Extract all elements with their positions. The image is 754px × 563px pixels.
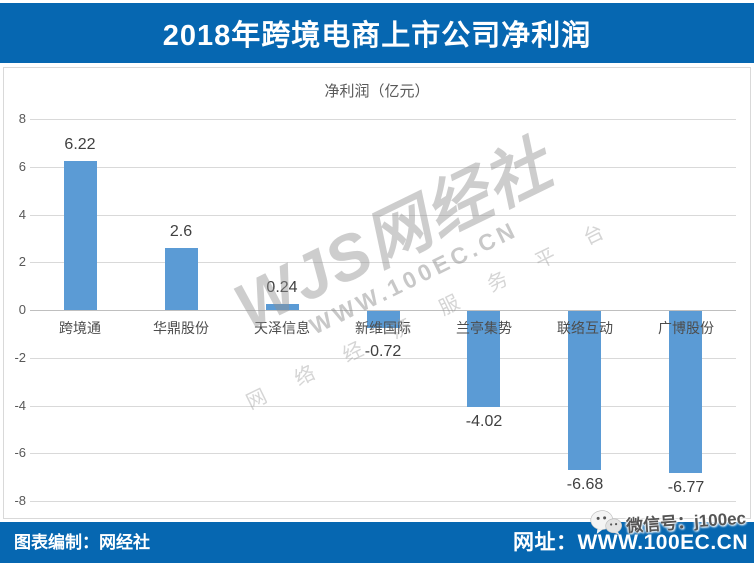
value-label-天泽信息: 0.24 bbox=[266, 279, 298, 296]
title-bar: 2018年跨境电商上市公司净利润 bbox=[0, 3, 754, 63]
category-label-新维国际: 新维国际 bbox=[355, 320, 411, 336]
gridline-y-8 bbox=[30, 119, 736, 120]
bar-兰亭集势 bbox=[467, 311, 500, 407]
value-label-广博股份: -6.77 bbox=[667, 479, 705, 496]
gridline-y--2 bbox=[30, 358, 736, 359]
gridline-y-2 bbox=[30, 262, 736, 263]
value-label-华鼎股份: 2.6 bbox=[169, 223, 193, 240]
y-axis-tick--6: -6 bbox=[14, 445, 26, 460]
gridline-y--6 bbox=[30, 453, 736, 454]
y-axis-tick--4: -4 bbox=[14, 398, 26, 413]
value-label-新维国际: -0.72 bbox=[364, 343, 402, 360]
gridline-y-0 bbox=[30, 310, 736, 311]
wechat-badge: 微信号：j100ec bbox=[589, 500, 747, 543]
gridline-y--8 bbox=[30, 501, 736, 502]
value-label-联络互动: -6.68 bbox=[566, 476, 604, 493]
bar-联络互动 bbox=[568, 311, 601, 470]
wechat-icon bbox=[589, 508, 623, 542]
footer-bar: 图表编制：网经社 网址：WWW.100EC.CN bbox=[0, 522, 754, 563]
wechat-id: 微信号：j100ec bbox=[625, 508, 747, 536]
category-label-跨境通: 跨境通 bbox=[59, 320, 101, 336]
chart-subtitle: 净利润（亿元） bbox=[324, 83, 430, 100]
watermark: WJS网经社 WWW.100EC.CN 网 络 经 济 服 务 平 台 bbox=[195, 117, 620, 415]
y-axis-tick--8: -8 bbox=[14, 493, 26, 508]
category-label-华鼎股份: 华鼎股份 bbox=[153, 320, 209, 336]
gridline-y--4 bbox=[30, 406, 736, 407]
category-label-联络互动: 联络互动 bbox=[557, 320, 613, 336]
page-title: 2018年跨境电商上市公司净利润 bbox=[162, 20, 592, 52]
category-label-广博股份: 广博股份 bbox=[658, 320, 714, 336]
category-label-天泽信息: 天泽信息 bbox=[254, 320, 310, 336]
value-label-跨境通: 6.22 bbox=[64, 136, 96, 153]
bar-华鼎股份 bbox=[165, 248, 198, 310]
y-axis-tick-4: 4 bbox=[18, 207, 26, 222]
bar-跨境通 bbox=[64, 161, 97, 310]
y-axis-tick-8: 8 bbox=[18, 111, 26, 126]
watermark-slogan: 网 络 经 济 服 务 平 台 bbox=[243, 215, 621, 415]
chart-area: 净利润（亿元） WJS网经社 WWW.100EC.CN 网 络 经 济 服 务 … bbox=[3, 67, 751, 519]
y-axis-tick-0: 0 bbox=[18, 302, 26, 317]
footer-credit: 图表编制：网经社 bbox=[14, 533, 150, 552]
y-axis-tick--2: -2 bbox=[14, 350, 26, 365]
bar-天泽信息 bbox=[266, 304, 299, 310]
footer-website: 网址：WWW.100EC.CN bbox=[512, 531, 748, 554]
gridline-y-4 bbox=[30, 215, 736, 216]
gridline-y-6 bbox=[30, 167, 736, 168]
y-axis-tick-6: 6 bbox=[18, 159, 26, 174]
value-label-兰亭集势: -4.02 bbox=[465, 413, 503, 430]
y-axis-tick-2: 2 bbox=[18, 254, 26, 269]
bar-新维国际 bbox=[367, 311, 400, 328]
category-label-兰亭集势: 兰亭集势 bbox=[456, 320, 512, 336]
bar-广博股份 bbox=[669, 311, 702, 473]
